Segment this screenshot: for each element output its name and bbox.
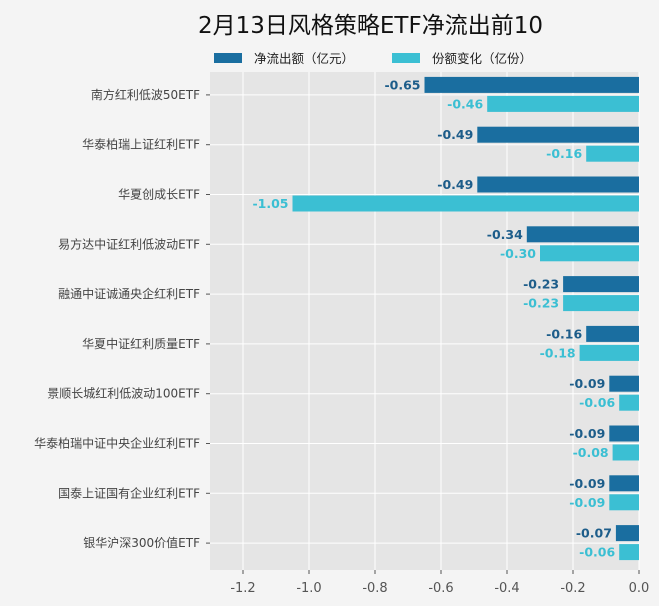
bar-share-change (619, 544, 639, 561)
legend-label: 份额变化（亿份） (432, 51, 533, 66)
legend-label: 净流出额（亿元） (254, 51, 355, 66)
bar-share-change (292, 195, 639, 212)
bar-share-change (609, 494, 639, 511)
chart-title: 2月13日风格策略ETF净流出前10 (198, 13, 543, 39)
data-label: -0.49 (437, 127, 473, 142)
data-label: -1.05 (252, 196, 288, 211)
data-label: -0.09 (569, 426, 605, 441)
data-label: -0.46 (447, 96, 483, 111)
data-label: -0.07 (576, 526, 612, 541)
x-tick-label: -0.6 (428, 581, 453, 596)
bar-net-outflow (615, 525, 639, 542)
legend-swatch (214, 52, 242, 63)
bar-net-outflow (609, 375, 639, 392)
legend-item-share-change: 份额变化（亿份） (392, 48, 532, 67)
bar-share-change (619, 394, 639, 411)
bar-share-change (612, 444, 639, 461)
x-tick-label: -1.2 (230, 581, 255, 596)
data-label: -0.06 (579, 395, 615, 410)
data-label: -0.08 (573, 445, 609, 460)
data-label: -0.09 (569, 376, 605, 391)
x-tick-label: -1.0 (296, 581, 321, 596)
category-label: 银华沪深300价值ETF (83, 535, 200, 550)
data-label: -0.09 (569, 495, 605, 510)
legend: 净流出额（亿元） 份额变化（亿份） (214, 48, 532, 67)
bar-share-change (487, 95, 639, 112)
x-tick-label: -0.2 (560, 581, 585, 596)
x-tick-label: -0.4 (494, 581, 519, 596)
data-label: -0.23 (523, 296, 559, 311)
bar-share-change (579, 344, 639, 361)
data-label: -0.49 (437, 177, 473, 192)
bar-net-outflow (609, 425, 639, 442)
bar-net-outflow (586, 325, 639, 342)
category-label: 华泰柏瑞中证中央企业红利ETF (34, 436, 200, 451)
data-label: -0.06 (579, 545, 615, 560)
category-label: 易方达中证红利低波动ETF (58, 236, 200, 251)
category-label: 南方红利低波50ETF (91, 87, 200, 102)
bar-net-outflow (526, 226, 639, 243)
data-label: -0.16 (546, 146, 582, 161)
bar-share-change (563, 295, 639, 312)
category-label: 景顺长城红利低波动100ETF (47, 386, 200, 401)
bar-net-outflow (563, 276, 639, 293)
category-label: 国泰上证国有企业红利ETF (58, 485, 200, 500)
bar-share-change (586, 145, 639, 162)
bar-share-change (540, 245, 639, 262)
data-label: -0.16 (546, 326, 582, 341)
bar-net-outflow (424, 76, 639, 93)
data-label: -0.65 (384, 77, 420, 92)
plot-area (210, 72, 639, 570)
legend-swatch (392, 52, 421, 63)
data-label: -0.23 (523, 277, 559, 292)
category-label: 华夏中证红利质量ETF (82, 336, 200, 351)
x-tick-label: -0.8 (362, 581, 387, 596)
bar-net-outflow (477, 126, 639, 143)
category-label: 华泰柏瑞上证红利ETF (82, 137, 200, 152)
data-label: -0.18 (540, 345, 576, 360)
data-label: -0.09 (569, 476, 605, 491)
data-label: -0.34 (487, 227, 523, 242)
x-tick-label: 0.0 (629, 581, 650, 596)
bar-net-outflow (477, 176, 639, 193)
category-label: 华夏创成长ETF (118, 188, 200, 202)
category-label: 融通中证诚通央企红利ETF (58, 286, 200, 301)
legend-item-net-outflow: 净流出额（亿元） (214, 48, 354, 67)
data-label: -0.30 (500, 246, 536, 261)
bar-net-outflow (609, 475, 639, 492)
